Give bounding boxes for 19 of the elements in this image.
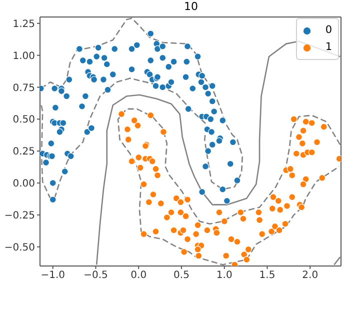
y-tick-label: 0.75 bbox=[12, 82, 35, 94]
y-tick-label: 1.00 bbox=[12, 50, 35, 62]
x-tick-label: 1.5 bbox=[259, 270, 276, 282]
x-tick-label: 2.0 bbox=[302, 270, 318, 282]
y-tick-label: 0.50 bbox=[12, 114, 35, 126]
x-tick-label: 0.5 bbox=[174, 270, 190, 282]
y-tick-label: −0.25 bbox=[4, 210, 35, 222]
x-tick-label: −0.5 bbox=[84, 270, 108, 282]
y-tick-label: 1.25 bbox=[12, 18, 35, 30]
x-tick-label: 1.0 bbox=[216, 270, 232, 282]
y-tick-label: 0.25 bbox=[12, 146, 35, 158]
x-tick-label: 0.0 bbox=[130, 270, 147, 282]
legend-label: 0 bbox=[325, 23, 332, 38]
legend-label: 1 bbox=[325, 40, 332, 55]
x-tick-label: −1.0 bbox=[40, 270, 66, 282]
chart-title: 10 bbox=[183, 0, 199, 14]
y-tick-label: −0.50 bbox=[4, 242, 35, 254]
line-series bbox=[96, 40, 341, 266]
y-tick-label: 0.00 bbox=[12, 178, 35, 190]
